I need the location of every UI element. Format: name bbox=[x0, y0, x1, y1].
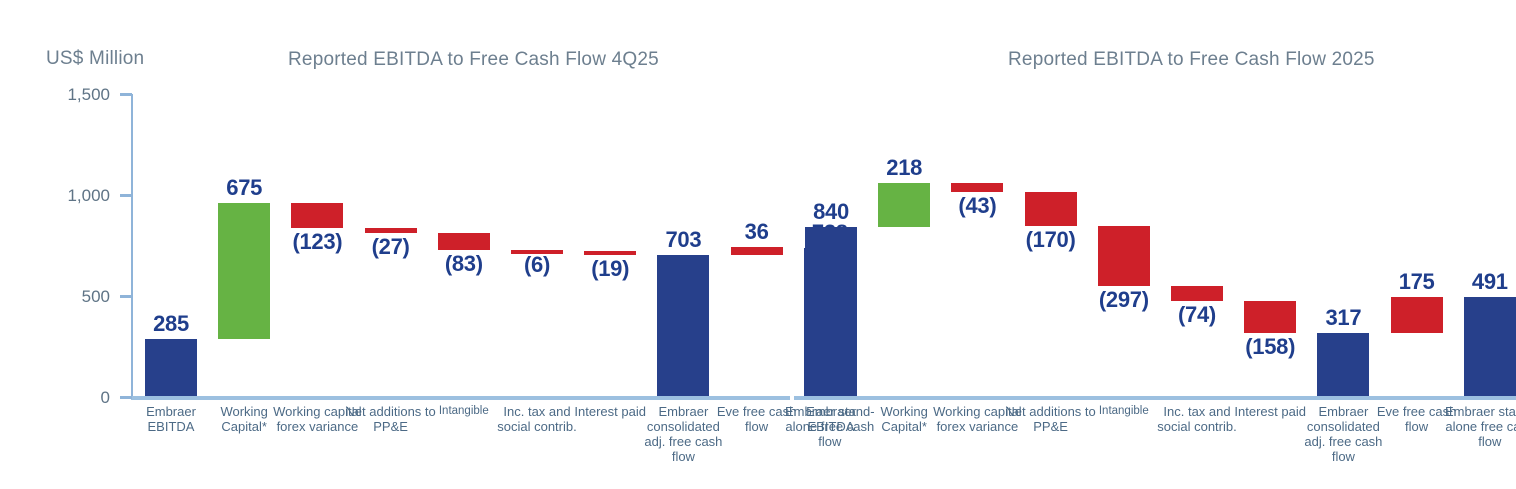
x-axis-category-label: Eve free cash flow bbox=[1376, 404, 1457, 434]
bar-value-label: (83) bbox=[444, 250, 483, 276]
waterfall-chart-2025: 840 218 (43) (170) (297) (74) (158) 317 175 491 E… bbox=[790, 0, 1516, 489]
bar-value-label: (6) bbox=[524, 252, 550, 278]
bar-value-label: (43) bbox=[958, 192, 997, 218]
bar-value-label: 175 bbox=[1398, 269, 1435, 295]
bar-value-label: 840 bbox=[813, 199, 849, 225]
chart-title-right: Reported EBITDA to Free Cash Flow 2025 bbox=[1008, 49, 1375, 70]
bar-value-label: (158) bbox=[1245, 333, 1296, 359]
bar-value-label: 675 bbox=[226, 174, 263, 200]
bar-value-label: (170) bbox=[1025, 227, 1076, 253]
bar-value-label: (297) bbox=[1098, 286, 1149, 312]
y-axis-tick-label: 1,000 bbox=[67, 185, 110, 205]
y-axis-tick bbox=[120, 93, 132, 96]
bar-decrease bbox=[1097, 226, 1150, 286]
bar-decrease bbox=[1024, 191, 1077, 227]
x-axis-category-label: Working Capital* bbox=[880, 404, 928, 434]
bar-total bbox=[805, 227, 857, 397]
bar-value-label: 218 bbox=[886, 155, 923, 181]
x-axis-category-label: Eve free cash flow bbox=[716, 404, 797, 434]
x-axis-category-label: Inc. tax and social contrib. bbox=[1157, 404, 1237, 434]
bar-decrease bbox=[1171, 285, 1223, 301]
x-axis-category-label: Embraer consolidated adj. free cash flow bbox=[644, 404, 723, 464]
x-axis-category-label: Working capital forex variance bbox=[933, 404, 1022, 434]
chart-title-left: Reported EBITDA to Free Cash Flow 4Q25 bbox=[288, 49, 659, 70]
x-axis-category-label: Working Capital* bbox=[220, 404, 268, 434]
x-axis-baseline-left bbox=[131, 396, 790, 400]
bar-decrease bbox=[364, 227, 417, 234]
waterfall-chart-4q25: 0 500 1,000 1,500 285 675 (123) (27) (83) (6) (19… bbox=[67, 85, 874, 464]
x-axis-category-label: Interest paid bbox=[1234, 404, 1306, 419]
bar-value-label: 491 bbox=[1471, 269, 1508, 295]
bar-value-label: 317 bbox=[1325, 304, 1362, 330]
bar-value-label: 285 bbox=[153, 311, 189, 337]
x-axis-category-label: Embraer consolidated adj. free cash flow bbox=[1304, 404, 1383, 464]
bar-total bbox=[1317, 332, 1370, 397]
y-axis-tick-label: 500 bbox=[81, 286, 110, 306]
y-axis-tick-label: 1,500 bbox=[67, 85, 110, 104]
bar-decrease bbox=[511, 249, 563, 254]
bar-increase bbox=[878, 183, 931, 228]
x-axis-category-label: Embraer EBITDA bbox=[806, 404, 856, 434]
y-axis-tick-label: 0 bbox=[100, 387, 110, 407]
bar-value-label: (123) bbox=[292, 228, 343, 254]
bar-decrease bbox=[584, 251, 637, 256]
bar-value-label: 703 bbox=[665, 226, 702, 252]
bar-value-label: 36 bbox=[744, 219, 769, 245]
x-axis-category-label: Working capital forex variance bbox=[273, 404, 362, 434]
bar-total bbox=[657, 254, 710, 397]
x-axis-category-label: Net additions to PP&E bbox=[1005, 404, 1096, 434]
bar-decrease bbox=[437, 233, 490, 250]
bar-decrease bbox=[1244, 300, 1297, 333]
x-axis-category-label: Embraer stand-alone free cash flow bbox=[785, 404, 875, 449]
y-axis-unit-label: US$ Million bbox=[46, 48, 145, 69]
y-axis-tick bbox=[120, 294, 132, 298]
y-axis-tick bbox=[120, 193, 132, 197]
bar-decrease bbox=[1390, 297, 1443, 333]
bar-value-label: (74) bbox=[1178, 301, 1216, 327]
bar-total bbox=[145, 339, 197, 397]
x-axis-category-label: Embraer stand-alone free cash flow bbox=[1445, 404, 1516, 449]
bar-value-label: (27) bbox=[371, 234, 410, 260]
bar-decrease bbox=[951, 183, 1004, 192]
x-axis-category-label: Interest paid bbox=[574, 404, 646, 419]
y-axis-tick bbox=[120, 395, 132, 399]
y-axis-line bbox=[131, 94, 133, 399]
x-axis-category-label: Intangible bbox=[438, 405, 489, 417]
bar-decrease bbox=[291, 202, 344, 228]
x-axis-category-label: Inc. tax and social contrib. bbox=[497, 404, 577, 434]
x-axis-category-label: Intangible bbox=[1098, 405, 1149, 417]
bar-decrease bbox=[730, 247, 783, 255]
x-axis-category-label: Embraer EBITDA bbox=[146, 404, 196, 434]
x-axis-baseline-right bbox=[794, 396, 1516, 400]
bar-total bbox=[1463, 297, 1516, 397]
x-axis-category-label: Net additions to PP&E bbox=[345, 404, 436, 434]
bar-value-label: (19) bbox=[591, 255, 630, 281]
bar-increase bbox=[218, 202, 271, 340]
